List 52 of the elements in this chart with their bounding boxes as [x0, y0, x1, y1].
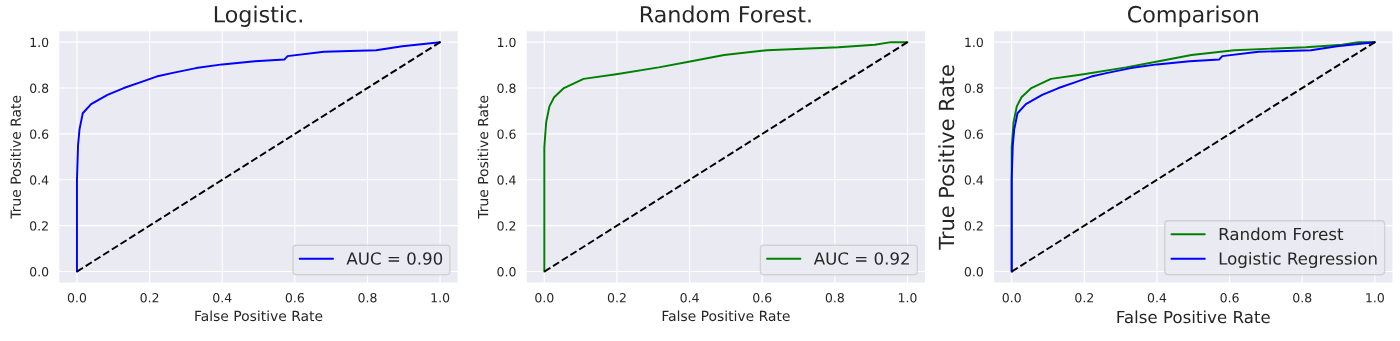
y-tick-label: 0.8 — [497, 83, 516, 93]
x-tick-label: 1.0 — [431, 292, 450, 303]
x-tick-label: 0.2 — [607, 292, 626, 303]
y-tick-label: 0.8 — [30, 83, 49, 93]
x-tick-label: 0.6 — [753, 292, 772, 303]
x-tick-label: 0.2 — [1075, 292, 1094, 303]
y-tick-label: 0.2 — [30, 221, 48, 231]
y-tick-label: 1.0 — [497, 37, 516, 48]
x-tick-label: 0.8 — [1293, 292, 1312, 303]
x-tick-label: 0.4 — [1147, 292, 1167, 303]
x-tick-label: 0.8 — [358, 292, 377, 303]
x-tick-label: 0.0 — [67, 292, 87, 303]
x-tick-label: 0.0 — [1002, 292, 1021, 303]
y-tick-label: 1.0 — [30, 37, 49, 48]
x-tick-label: 0.6 — [285, 292, 304, 303]
x-tick-label: 0.0 — [535, 292, 554, 303]
chart-title: Comparison — [1127, 5, 1258, 27]
x-tick-label: 0.2 — [140, 292, 159, 303]
y-tick-label: 0.6 — [964, 129, 984, 139]
y-tick-label: 0.2 — [964, 221, 983, 231]
x-axis-title: False Positive Rate — [662, 310, 790, 322]
y-tick-label: 0.8 — [964, 83, 983, 93]
y-axis-title: True Positive Rate — [477, 95, 489, 219]
legend-label: AUC = 0.90 — [346, 252, 443, 265]
legend-label: Logistic Regression — [1219, 251, 1377, 269]
line-series — [1010, 41, 1376, 273]
line-series — [75, 41, 442, 273]
y-axis-title: True Positive Rate — [10, 95, 21, 219]
chart-title: Random Forest. — [640, 5, 811, 23]
y-axis-title: True Positive Rate — [938, 65, 955, 250]
legend-label: Random Forest — [1219, 227, 1344, 241]
legend-label: AUC = 0.92 — [813, 252, 909, 265]
x-tick-label: 0.8 — [825, 292, 844, 303]
chart-title: Logistic. — [214, 5, 302, 27]
y-tick-label: 0.0 — [30, 267, 49, 277]
x-tick-label: 0.6 — [1220, 292, 1239, 303]
x-axis-title: False Positive Rate — [1117, 310, 1270, 324]
y-tick-label: 0.6 — [30, 129, 49, 139]
x-axis-title: False Positive Rate — [195, 310, 323, 322]
y-tick-label: 0.4 — [497, 175, 516, 185]
y-tick-label: 0.2 — [497, 221, 516, 231]
x-tick-label: 1.0 — [1366, 292, 1384, 303]
y-tick-label: 0.4 — [30, 175, 49, 185]
y-tick-label: 0.4 — [964, 175, 984, 185]
line-series — [543, 41, 909, 273]
y-tick-label: 0.6 — [497, 129, 516, 139]
y-tick-label: 0.0 — [497, 267, 516, 277]
y-tick-label: 1.0 — [965, 37, 983, 48]
x-tick-label: 1.0 — [898, 292, 917, 303]
x-tick-label: 0.4 — [213, 292, 232, 303]
x-tick-label: 0.4 — [680, 292, 699, 303]
y-tick-label: 0.0 — [964, 267, 983, 277]
